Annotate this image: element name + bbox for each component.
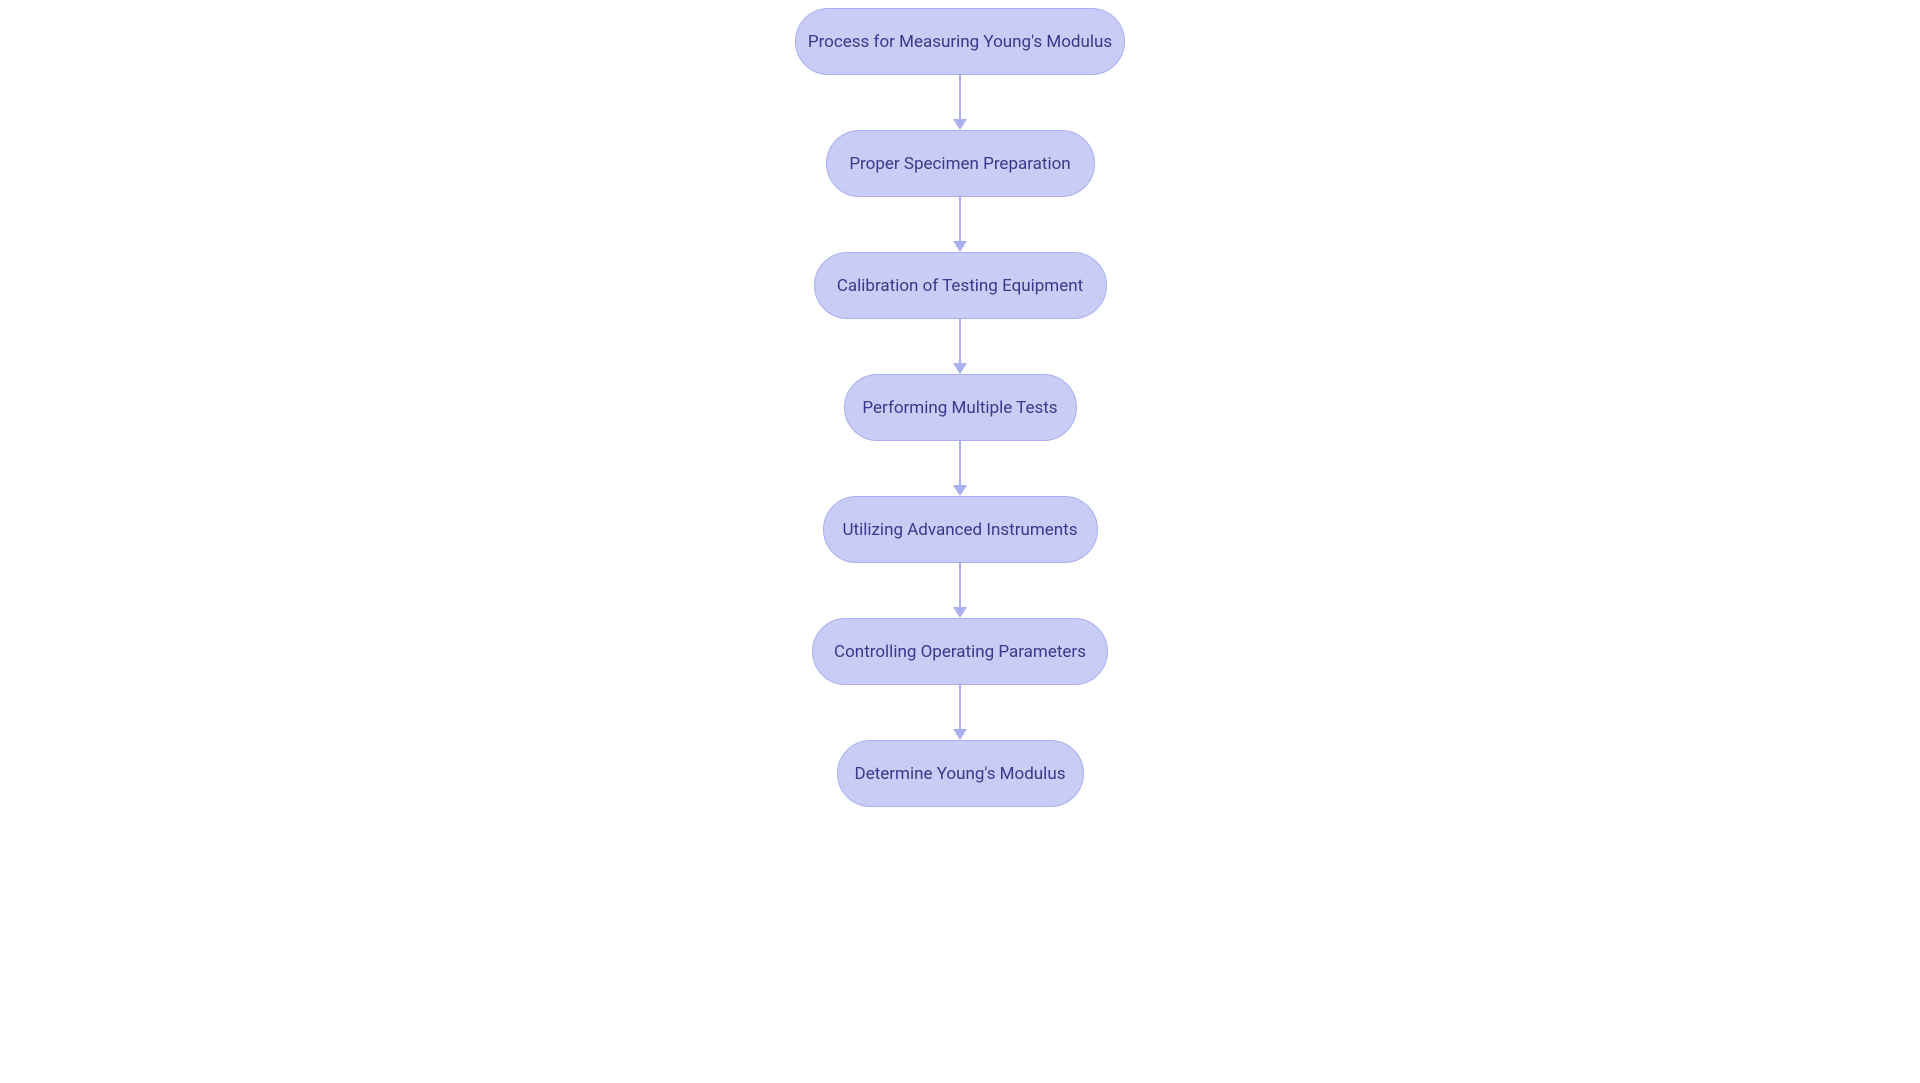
arrow-line [959,563,961,607]
arrow-line [959,197,961,241]
flowchart-node-n0: Process for Measuring Young's Modulus [795,8,1125,75]
flowchart-node-label: Utilizing Advanced Instruments [843,520,1078,540]
flowchart-node-n6: Determine Young's Modulus [837,740,1084,807]
arrow-head-icon [953,241,967,252]
arrow-head-icon [953,363,967,374]
flowchart-arrow [953,319,967,374]
flowchart-node-label: Determine Young's Modulus [855,764,1066,784]
flowchart-node-n5: Controlling Operating Parameters [812,618,1108,685]
flowchart-node-label: Calibration of Testing Equipment [837,276,1083,296]
flowchart-node-label: Proper Specimen Preparation [849,154,1070,174]
flowchart-container: Process for Measuring Young's Modulus Pro… [795,8,1125,807]
flowchart-node-label: Performing Multiple Tests [862,398,1057,418]
flowchart-node-n4: Utilizing Advanced Instruments [823,496,1098,563]
arrow-head-icon [953,119,967,130]
flowchart-arrow [953,75,967,130]
flowchart-arrow [953,197,967,252]
flowchart-arrow [953,563,967,618]
arrow-head-icon [953,485,967,496]
flowchart-arrow [953,441,967,496]
arrow-line [959,319,961,363]
arrow-line [959,685,961,729]
arrow-line [959,75,961,119]
flowchart-node-label: Controlling Operating Parameters [834,642,1086,662]
flowchart-node-n2: Calibration of Testing Equipment [814,252,1107,319]
flowchart-node-label: Process for Measuring Young's Modulus [808,32,1112,52]
flowchart-arrow [953,685,967,740]
arrow-head-icon [953,607,967,618]
arrow-line [959,441,961,485]
arrow-head-icon [953,729,967,740]
flowchart-node-n3: Performing Multiple Tests [844,374,1077,441]
flowchart-node-n1: Proper Specimen Preparation [826,130,1095,197]
